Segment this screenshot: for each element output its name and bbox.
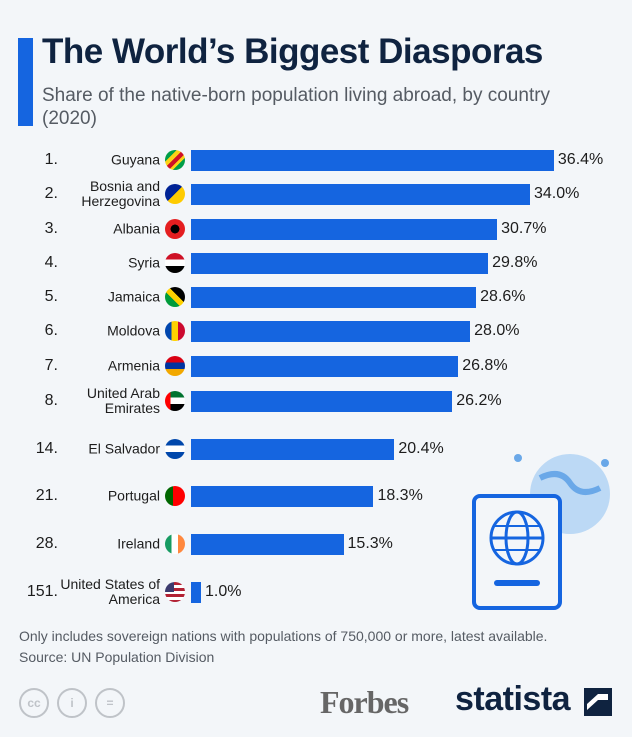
footnote: Only includes sovereign nations with pop… [19,626,547,668]
bar-row: 1. Guyana 36.4% [0,145,632,175]
rank-label: 1. [44,151,58,168]
value-label: 26.2% [456,392,502,409]
rank-label: 7. [44,357,58,374]
bar-row: 6. Moldova 28.0% [0,316,632,346]
country-label: Portugal [107,487,160,504]
bar [191,533,344,555]
moldova-flag-icon [165,321,185,341]
country-label: Bosnia and Herzegovina [81,178,160,209]
rank-label: 5. [44,288,58,305]
country-label: El Salvador [88,440,160,457]
rank-label: 4. [44,254,58,271]
attribution-icon[interactable]: i [57,688,87,718]
value-label: 20.4% [398,440,444,457]
value-label: 28.0% [474,322,520,339]
armenia-flag-icon [165,356,185,376]
value-label: 28.6% [480,288,526,305]
bar [191,485,374,507]
bar-row: 21. Portugal 18.3% [0,481,632,511]
rank-label: 21. [35,487,58,504]
title-accent-bar [18,38,33,126]
no-derivatives-icon[interactable]: = [95,688,125,718]
bar [191,390,453,412]
ireland-flag-icon [165,534,185,554]
chart-title: The World’s Biggest Diasporas [42,32,543,71]
rank-label: 151. [26,583,58,600]
uae-flag-icon [165,391,185,411]
usa-flag-icon [165,582,185,602]
value-label: 1.0% [204,583,242,600]
el-salvador-flag-icon [165,439,185,459]
value-label: 15.3% [347,535,393,552]
bar [191,149,554,171]
country-label: United Arab Emirates [86,385,160,416]
bar-row: 14. El Salvador 20.4% [0,434,632,464]
country-label: Jamaica [107,288,160,305]
country-label: Albania [113,220,160,237]
guyana-flag-icon [165,150,185,170]
syria-flag-icon [165,253,185,273]
creative-commons-icon[interactable]: cc [19,688,49,718]
value-label: 34.0% [533,185,580,202]
jamaica-flag-icon [165,287,185,307]
passport-globe-illustration [472,454,610,610]
bar [191,286,477,308]
bar-row: 2. Bosnia and Herzegovina 34.0% [0,179,632,209]
bar [191,438,395,460]
country-label: Moldova [107,322,160,339]
portugal-flag-icon [165,486,185,506]
bar-row: 7. Armenia 26.8% [0,351,632,381]
country-label: Syria [128,254,160,271]
statista-logo-icon [584,688,612,716]
chart-subtitle: Share of the native-born population livi… [42,85,551,129]
rank-label: 8. [44,392,58,409]
bar [191,252,489,274]
value-label: 26.8% [462,357,508,374]
bar [191,581,201,603]
bar-row: 8. United Arab Emirates 26.2% [0,386,632,416]
rank-label: 3. [44,220,58,237]
rank-label: 6. [44,322,58,339]
rank-label: 2. [44,185,58,202]
rank-label: 28. [35,535,58,552]
country-label: Guyana [110,151,160,168]
bar [191,218,498,240]
statista-logo[interactable]: statista [455,680,571,718]
rank-label: 14. [35,440,58,457]
value-label: 18.3% [377,487,423,504]
country-label: Ireland [117,535,160,552]
bosnia-flag-icon [165,184,185,204]
bar-row: 28. Ireland 15.3% [0,529,632,559]
forbes-logo[interactable]: Forbes [320,684,409,720]
bar-row: 5. Jamaica 28.6% [0,282,632,312]
bar-row: 3. Albania 30.7% [0,214,632,244]
bar [191,183,530,205]
value-label: 30.7% [501,220,547,237]
albania-flag-icon [165,219,185,239]
value-label: 36.4% [557,151,604,168]
note-text: Only includes sovereign nations with pop… [19,628,548,644]
bar [191,355,459,377]
bar-row: 151. United States of America 1.0% [0,577,632,607]
country-label: United States of America [60,576,160,607]
bar-row: 4. Syria 29.8% [0,248,632,278]
bar [191,320,471,342]
value-label: 29.8% [492,254,538,271]
country-label: Armenia [107,357,160,374]
source-text: Source: UN Population Division [19,649,215,665]
